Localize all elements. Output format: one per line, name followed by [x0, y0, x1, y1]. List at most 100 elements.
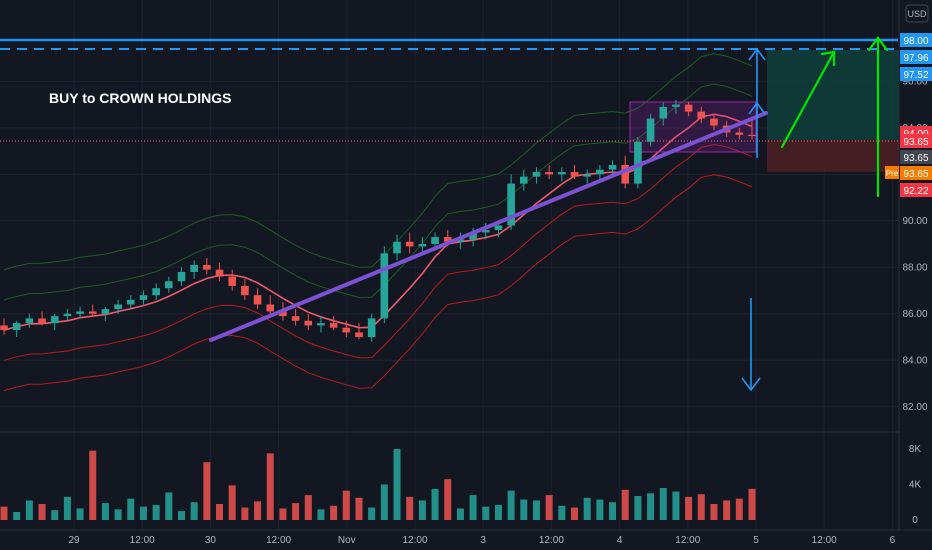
price-label-text: 98.00	[903, 36, 928, 47]
time-tick-label: 6	[890, 535, 896, 546]
currency-button[interactable]	[905, 4, 929, 23]
volume-bar	[89, 450, 97, 520]
volume-bar	[609, 502, 617, 520]
candle-body	[76, 311, 84, 314]
volume-bar	[735, 498, 743, 520]
candle-body	[684, 104, 693, 112]
volume-bar	[507, 490, 515, 520]
volume-bar	[177, 511, 185, 520]
pre-badge-label: Pre	[886, 169, 899, 178]
volume-bar	[266, 453, 274, 520]
candle-body	[177, 271, 186, 282]
annotation-text[interactable]: BUY to CROWN HOLDINGS	[49, 90, 232, 106]
time-tick-label: 12:00	[539, 535, 564, 546]
volume-bar	[279, 508, 287, 520]
candle-body	[152, 288, 160, 296]
candle-body	[405, 241, 414, 247]
price-label-bg	[900, 150, 932, 164]
price-tick-label: 88.00	[902, 262, 927, 273]
volume-bar	[672, 491, 680, 520]
price-label[interactable]: 93.65	[900, 134, 932, 148]
candle-body	[355, 332, 363, 338]
volume-bar	[254, 501, 262, 520]
volume-axis-ticks: 0 4K 8K	[909, 444, 922, 526]
price-label[interactable]: 92.22	[900, 183, 932, 197]
time-tick-label: 12:00	[812, 535, 837, 546]
volume-bar	[25, 500, 33, 520]
price-label-text: 93.65	[903, 153, 928, 164]
candle-body	[570, 172, 579, 177]
volume-bar	[469, 495, 477, 520]
volume-bar	[101, 503, 109, 520]
volume-bar	[165, 492, 173, 520]
volume-bar	[583, 497, 591, 520]
candle-body	[0, 325, 8, 331]
volume-bar	[114, 509, 122, 520]
volume-bar	[241, 507, 249, 520]
candle-body	[38, 318, 46, 324]
green-arrow-vertical[interactable]	[867, 36, 889, 198]
candle-body	[532, 172, 541, 177]
volume-bar	[596, 499, 604, 520]
price-label-bg	[900, 50, 932, 64]
price-tick-label: 82.00	[902, 402, 927, 413]
volume-bar	[545, 495, 553, 520]
volume-bar	[304, 495, 312, 520]
candle-body	[418, 244, 427, 247]
candle-body	[456, 239, 465, 242]
blue-arrow-up[interactable]	[748, 47, 766, 158]
price-label-bg	[900, 67, 932, 81]
time-tick-label: Nov	[338, 535, 356, 546]
candle-body	[710, 118, 718, 126]
candle-body	[342, 327, 351, 333]
volume-bar	[292, 503, 300, 520]
volume-bar	[317, 509, 325, 520]
candle-body	[253, 295, 262, 305]
volume-bar	[418, 500, 426, 520]
volume-bar	[127, 498, 135, 520]
candle-body	[25, 318, 34, 324]
candle-body	[469, 232, 477, 240]
volume-bar	[723, 500, 731, 520]
trendline[interactable]	[209, 111, 768, 342]
price-bands	[3, 53, 753, 391]
volume-bar	[520, 499, 528, 520]
candle-body	[367, 318, 376, 338]
price-label-text: 93.65	[903, 169, 928, 180]
candle-body	[443, 237, 452, 242]
price-axis-panel[interactable]	[899, 0, 932, 530]
blue-arrow-down[interactable]	[741, 298, 761, 392]
green-arrow-diagonal[interactable]	[780, 50, 836, 149]
candle-body	[659, 106, 668, 119]
candle-body	[165, 281, 173, 289]
price-label-text: 97.52	[903, 70, 928, 81]
volume-tick-label: 4K	[909, 479, 922, 490]
candle-body	[291, 316, 300, 321]
lower-band-inner	[3, 143, 753, 361]
volume-bar	[444, 479, 452, 520]
volume-bar	[216, 504, 224, 520]
volume-bar	[494, 504, 502, 520]
volume-bar	[456, 508, 464, 520]
candle-body	[646, 118, 655, 142]
candle-body	[139, 295, 148, 300]
volume-bar	[63, 496, 71, 520]
pre-badge	[885, 166, 899, 179]
volume-bar	[0, 506, 8, 520]
price-label[interactable]: 93.65	[900, 150, 932, 164]
volume-bar	[342, 490, 350, 520]
volume-bar	[748, 488, 756, 520]
time-tick-label: 5	[753, 535, 759, 546]
candle-body	[393, 241, 401, 254]
price-label-text: 92.22	[903, 186, 928, 197]
time-tick-label: 12:00	[266, 535, 291, 546]
volume-bar	[76, 508, 84, 520]
price-label[interactable]: 97.52	[900, 67, 932, 81]
price-label[interactable]: 97.96	[900, 50, 932, 64]
price-label[interactable]: 98.00	[900, 33, 932, 47]
price-label[interactable]: 93.65	[900, 166, 932, 180]
candle-body	[266, 304, 275, 312]
candle-body	[519, 176, 528, 184]
stop-zone	[767, 140, 899, 172]
